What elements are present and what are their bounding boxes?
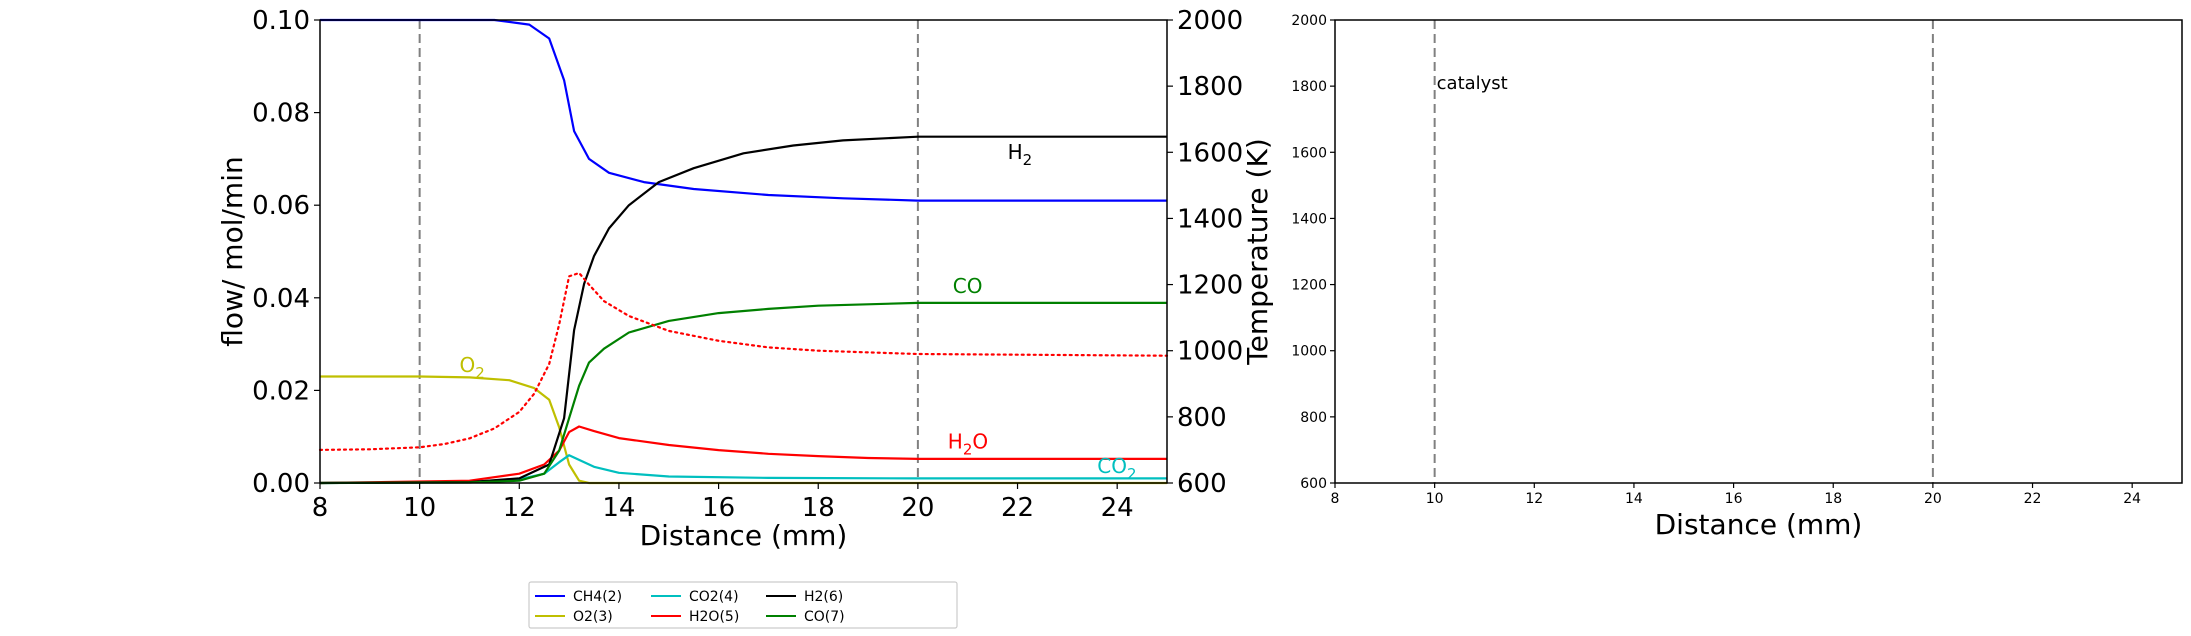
legend: CH4(2) O2(3) CO2(4) H2O(5) H2(6) CO(7) bbox=[528, 581, 958, 629]
series-line-CH4(2) bbox=[320, 18, 1167, 202]
y-tick-label-right-chart: 1800 bbox=[1291, 79, 1327, 95]
y-tick-label-left: 0.04 bbox=[252, 284, 310, 314]
y-tick-label-left: 0.00 bbox=[252, 469, 310, 499]
x-tick-label-right-chart: 24 bbox=[2123, 491, 2141, 507]
legend-label: H2(6) bbox=[804, 589, 843, 605]
species-annotation: CO bbox=[953, 274, 983, 298]
y-axis-label-left: flow/ mol/min bbox=[216, 156, 249, 346]
right-chart: 8 10 12 14 16 18 20 22 24 600 800 1000 1200 1400 1600 1… bbox=[1291, 13, 2183, 541]
y-tick-label-right-chart: 1600 bbox=[1291, 145, 1327, 161]
plot-frame-left bbox=[319, 19, 1168, 484]
legend-label: CH4(2) bbox=[573, 589, 622, 605]
annotation-subscript: 2 bbox=[475, 364, 485, 382]
y-tick-label-right-chart: 600 bbox=[1300, 476, 1327, 492]
x-tick-label-left: 16 bbox=[702, 493, 735, 523]
x-tick-label-left: 8 bbox=[312, 493, 329, 523]
species-annotation: CO2 bbox=[1097, 454, 1136, 483]
species-annotation: H2 bbox=[1008, 140, 1033, 169]
x-axis-label-left: Distance (mm) bbox=[640, 519, 848, 552]
temperature-line bbox=[318, 271, 1169, 451]
x-tick-label-right-chart: 14 bbox=[1625, 491, 1643, 507]
y-tick-label-right: 1800 bbox=[1177, 72, 1243, 102]
y-tick-label-left: 0.06 bbox=[252, 191, 310, 221]
y-tick-label-left: 0.08 bbox=[252, 99, 310, 129]
annotation-base: CO bbox=[1097, 454, 1127, 478]
annotation-base: O bbox=[460, 353, 476, 377]
x-tick-label-right-chart: 20 bbox=[1924, 491, 1942, 507]
left-chart: 8 10 12 14 16 18 20 22 240.000.020.040.060.080.1… bbox=[216, 6, 1274, 552]
legend-label: O2(3) bbox=[573, 609, 613, 625]
annotation-subscript: 2 bbox=[1023, 151, 1033, 169]
y-tick-label-right: 600 bbox=[1177, 469, 1227, 499]
x-tick-label-left: 10 bbox=[403, 493, 436, 523]
y-tick-label-left: 0.02 bbox=[252, 376, 310, 406]
x-tick-label-right-chart: 10 bbox=[1426, 491, 1444, 507]
y-tick-label-right: 800 bbox=[1177, 403, 1227, 433]
x-tick-label-right-chart: 18 bbox=[1824, 491, 1842, 507]
x-tick-label-right-chart: 12 bbox=[1525, 491, 1543, 507]
annotation-subscript: 2 bbox=[1127, 465, 1137, 483]
y-tick-label-left: 0.10 bbox=[252, 6, 310, 36]
x-tick-label-left: 18 bbox=[802, 493, 835, 523]
x-tick-label-right-chart: 8 bbox=[1331, 491, 1340, 507]
annotation-base: CO bbox=[953, 274, 983, 298]
y-tick-label-right-chart: 800 bbox=[1300, 410, 1327, 426]
x-tick-label-left: 24 bbox=[1101, 493, 1134, 523]
annotation-subscript: 2 bbox=[963, 440, 973, 458]
annotation-post: O bbox=[972, 429, 988, 453]
y-tick-label-right: 1200 bbox=[1177, 271, 1243, 301]
series-line-H2(6) bbox=[319, 135, 1167, 485]
y-tick-label-right: 1400 bbox=[1177, 204, 1243, 234]
legend-label: CO(7) bbox=[804, 609, 845, 625]
species-annotation: O2 bbox=[460, 353, 485, 382]
series-line-H2O(5) bbox=[319, 425, 1167, 485]
legend-frame bbox=[528, 581, 958, 629]
series-line-CO(7) bbox=[319, 301, 1167, 485]
y-tick-label-right: 1600 bbox=[1177, 138, 1243, 168]
y-tick-label-right-chart: 1200 bbox=[1291, 278, 1327, 294]
y-tick-label-right-chart: 2000 bbox=[1291, 13, 1327, 29]
legend-label: CO2(4) bbox=[689, 589, 739, 605]
catalyst-annotation: catalyst bbox=[1437, 73, 1508, 94]
annotation-base: H bbox=[1008, 140, 1023, 164]
x-tick-label-right-chart: 16 bbox=[1725, 491, 1743, 507]
y-axis-label-right: Temperature (K) bbox=[1241, 138, 1274, 365]
series-line-O2(3) bbox=[320, 375, 1167, 485]
y-tick-label-right: 1000 bbox=[1177, 337, 1243, 367]
y-tick-label-right-chart: 1400 bbox=[1291, 211, 1327, 227]
plot-frame-right bbox=[1334, 19, 2183, 484]
species-annotation: H2O bbox=[948, 429, 988, 458]
x-tick-label-left: 20 bbox=[901, 493, 934, 523]
y-tick-label-right-chart: 1000 bbox=[1291, 344, 1327, 360]
y-tick-label-right: 2000 bbox=[1177, 6, 1243, 36]
x-axis-label-right-chart: Distance (mm) bbox=[1655, 508, 1863, 541]
legend-label: H2O(5) bbox=[689, 609, 739, 625]
x-tick-label-left: 22 bbox=[1001, 493, 1034, 523]
x-tick-label-left: 14 bbox=[602, 493, 635, 523]
x-tick-label-right-chart: 22 bbox=[2024, 491, 2042, 507]
annotation-base: H bbox=[948, 429, 963, 453]
x-tick-label-left: 12 bbox=[503, 493, 536, 523]
